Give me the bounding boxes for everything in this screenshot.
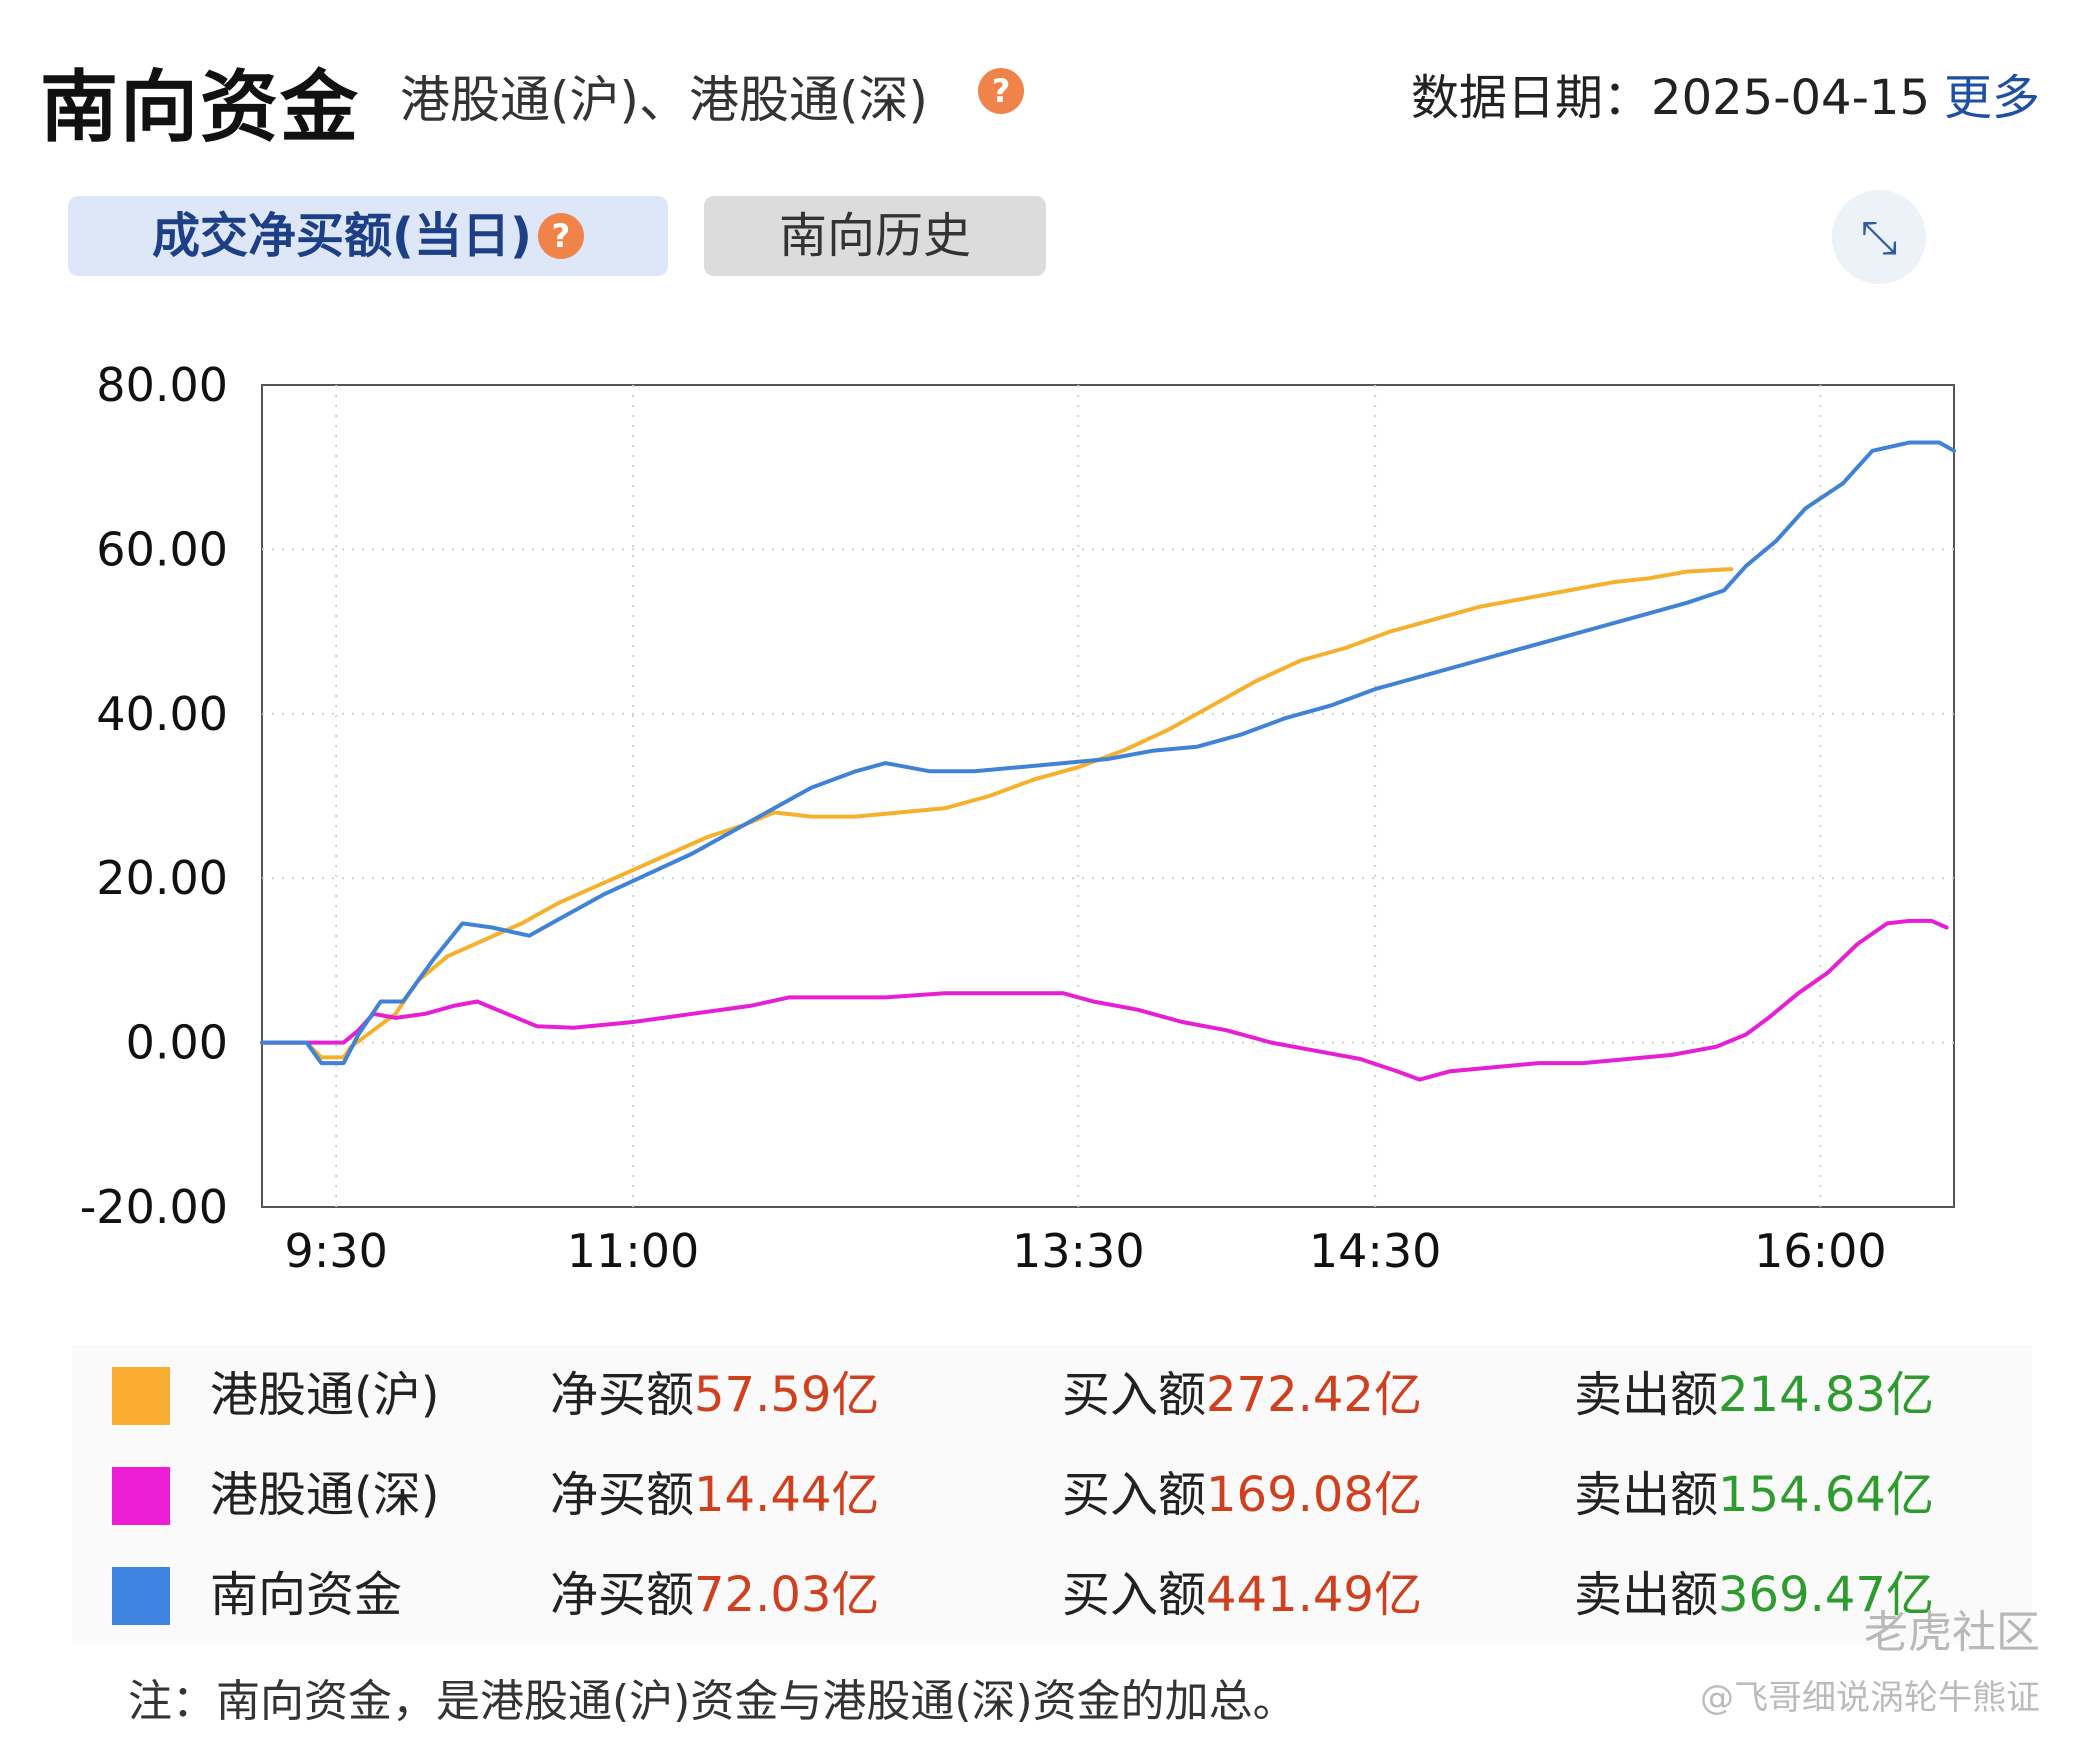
date-value: 2025-04-15 [1651, 70, 1930, 126]
buy-label: 买入额 [1062, 1467, 1207, 1523]
legend-name: 南向资金 [210, 1567, 403, 1623]
buy-value: 441.49亿 [1206, 1567, 1422, 1623]
question-mark-icon[interactable]: ? [537, 213, 584, 259]
x-axis-ticks: 9:30 11:00 13:30 14:30 16:00 [285, 1224, 1887, 1278]
sell-value: 154.64亿 [1718, 1467, 1934, 1523]
y-tick-label: 60.00 [96, 522, 228, 576]
tab-net-buy-today[interactable]: 成交净买额(当日)? [68, 196, 668, 276]
sell-cell: 卖出额369.47亿 [1574, 1545, 1934, 1645]
buy-value: 272.42亿 [1206, 1367, 1422, 1423]
page-title: 南向资金 [40, 63, 361, 153]
x-tick-label: 9:30 [285, 1224, 388, 1278]
net-buy-label: 净买额 [550, 1467, 695, 1523]
net-buy-value: 57.59亿 [694, 1367, 880, 1423]
legend-name: 港股通(沪) [210, 1367, 440, 1423]
net-buy-label: 净买额 [550, 1367, 695, 1423]
series-line-shenzhen [260, 918, 1949, 1082]
legend-swatch [112, 1467, 170, 1525]
y-tick-label: 80.00 [96, 358, 228, 412]
page-subtitle: 港股通(沪)、港股通(深) [400, 71, 929, 129]
legend-name: 港股通(深) [210, 1467, 440, 1523]
x-tick-label: 16:00 [1754, 1224, 1887, 1278]
net-buy-label: 净买额 [550, 1567, 695, 1623]
y-tick-label: -20.00 [80, 1180, 228, 1234]
legend-row-shanghai: 港股通(沪) 净买额57.59亿 买入额272.42亿 卖出额214.83亿 [72, 1345, 2032, 1445]
legend-row-southbound: 南向资金 净买额72.03亿 买入额441.49亿 卖出额369.47亿 [72, 1545, 2032, 1645]
net-buy-value: 14.44亿 [694, 1467, 880, 1523]
buy-cell: 买入额441.49亿 [1062, 1545, 1422, 1645]
net-buy-cell: 净买额72.03亿 [550, 1545, 879, 1645]
legend-panel: 港股通(沪) 净买额57.59亿 买入额272.42亿 卖出额214.83亿 港… [72, 1345, 2032, 1645]
watermark: 老虎社区 [1864, 1607, 2040, 1658]
sell-value: 214.83亿 [1718, 1367, 1934, 1423]
y-tick-label: 40.00 [96, 687, 228, 741]
tab-net-buy-label: 成交净买额(当日) [152, 208, 532, 264]
y-tick-label: 0.00 [126, 1016, 228, 1070]
header: 南向资金 港股通(沪)、港股通(深) ? 数据日期：2025-04-15 更多 [40, 40, 2040, 153]
series-line-shanghai [260, 567, 1734, 1060]
sell-value: 369.47亿 [1718, 1567, 1934, 1623]
data-date: 数据日期：2025-04-15 更多 [1411, 58, 2040, 128]
question-mark-icon[interactable]: ? [978, 68, 1024, 114]
legend-swatch [112, 1367, 170, 1425]
net-buy-cell: 净买额14.44亿 [550, 1445, 879, 1545]
buy-cell: 买入额272.42亿 [1062, 1345, 1422, 1445]
sell-label: 卖出额 [1574, 1467, 1719, 1523]
sell-cell: 卖出额214.83亿 [1574, 1345, 1934, 1445]
legend-swatch [112, 1567, 170, 1625]
footnote: 注：南向资金，是港股通(沪)资金与港股通(深)资金的加总。 [128, 1676, 1297, 1727]
more-link[interactable]: 更多 [1943, 70, 2040, 126]
plot-border [261, 384, 1955, 1208]
buy-label: 买入额 [1062, 1367, 1207, 1423]
sell-label: 卖出额 [1574, 1567, 1719, 1623]
x-tick-label: 14:30 [1309, 1224, 1442, 1278]
expand-arrows-icon[interactable]: ⤡ [1832, 190, 1926, 284]
x-tick-label: 11:00 [567, 1224, 700, 1278]
buy-value: 169.08亿 [1206, 1467, 1422, 1523]
y-axis-ticks: 80.00 60.00 40.00 20.00 0.00 -20.00 [80, 358, 228, 1234]
x-tick-label: 13:30 [1012, 1224, 1145, 1278]
date-label: 数据日期： [1411, 70, 1652, 126]
sell-label: 卖出额 [1574, 1367, 1719, 1423]
sell-cell: 卖出额154.64亿 [1574, 1445, 1934, 1545]
y-tick-label: 20.00 [96, 851, 228, 905]
chart-grid [261, 384, 1955, 1208]
tab-history-label: 南向历史 [778, 208, 971, 264]
buy-cell: 买入额169.08亿 [1062, 1445, 1422, 1545]
legend-row-shenzhen: 港股通(深) 净买额14.44亿 买入额169.08亿 卖出额154.64亿 [72, 1445, 2032, 1545]
net-buy-cell: 净买额57.59亿 [550, 1345, 879, 1445]
line-chart: 80.00 60.00 40.00 20.00 0.00 -20.00 9:30 11:00… [80, 358, 1956, 1278]
series-line-southbound [260, 440, 1956, 1066]
net-buy-value: 72.03亿 [694, 1567, 880, 1623]
tab-southbound-history[interactable]: 南向历史 [704, 196, 1046, 276]
buy-label: 买入额 [1062, 1567, 1207, 1623]
chart-series [260, 440, 1956, 1082]
author-credit: @飞哥细说涡轮牛熊证 [1700, 1678, 2040, 1718]
